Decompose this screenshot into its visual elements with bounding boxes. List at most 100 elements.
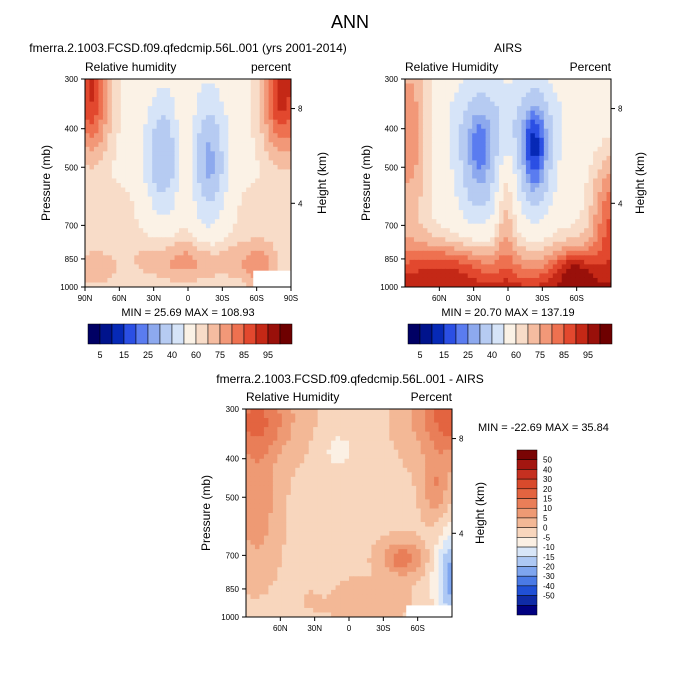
contour-cell: [440, 124, 446, 130]
contour-cell: [485, 196, 491, 202]
contour-cell: [503, 232, 509, 238]
contour-cell: [152, 88, 158, 94]
contour-cell: [273, 79, 279, 85]
contour-cell: [295, 445, 301, 451]
contour-cell: [508, 241, 514, 247]
contour-cell: [503, 151, 509, 157]
contour-cell: [570, 110, 576, 116]
contour-cell: [286, 409, 292, 415]
contour-cell: [413, 97, 420, 103]
contour-cell: [494, 219, 500, 225]
colorbar-swatch: [243, 323, 257, 345]
contour-cell: [107, 88, 113, 94]
contour-cell: [196, 264, 203, 270]
contour-cell: [322, 440, 328, 446]
contour-cell: [467, 169, 473, 175]
contour-cell: [219, 223, 225, 229]
contour-cell: [93, 232, 100, 238]
contour-cell: [250, 458, 256, 464]
contour-cell: [503, 110, 509, 116]
contour-cell: [286, 228, 291, 234]
contour-cell: [494, 273, 500, 279]
contour-cell: [152, 137, 158, 143]
contour-cell: [566, 246, 572, 252]
contour-cell: [107, 133, 113, 139]
contour-cell: [366, 440, 372, 446]
colorbar-swatch: [255, 323, 269, 345]
contour-cell: [380, 422, 386, 428]
contour-cell: [250, 237, 256, 243]
contour-cell: [254, 467, 261, 473]
contour-cell: [422, 196, 428, 202]
contour-cell: [375, 467, 381, 473]
contour-cell: [398, 458, 404, 464]
contour-cell: [147, 228, 153, 234]
contour-cell: [458, 146, 464, 152]
contour-cell: [570, 146, 576, 152]
contour-cell: [246, 133, 252, 139]
contour-cell: [431, 97, 437, 103]
contour-cell: [516, 183, 523, 189]
contour-cell: [398, 463, 404, 469]
contour-cell: [472, 228, 478, 234]
contour-cell: [246, 183, 252, 189]
contour-cell: [552, 97, 558, 103]
contour-cell: [436, 88, 442, 94]
contour-cell: [214, 178, 220, 184]
contour-cell: [228, 155, 234, 161]
contour-cell: [237, 201, 243, 207]
contour-cell: [425, 431, 431, 437]
contour-cell: [254, 413, 261, 419]
contour-cell: [102, 264, 108, 270]
contour-cell: [490, 88, 496, 94]
contour-cell: [530, 101, 536, 107]
contour-cell: [259, 192, 265, 198]
contour-cell: [259, 155, 265, 161]
contour-cell: [281, 449, 287, 455]
contour-cell: [223, 83, 229, 89]
contour-cell: [349, 449, 355, 455]
contour-cell: [405, 88, 411, 94]
contour-cell: [111, 223, 117, 229]
contour-cell: [179, 97, 185, 103]
contour-cell: [593, 210, 599, 216]
contour-cell: [443, 454, 449, 460]
contour-cell: [476, 246, 482, 252]
contour-cell: [85, 137, 91, 143]
contour-cell: [422, 142, 428, 148]
contour-cell: [588, 192, 594, 198]
contour-cell: [503, 201, 509, 207]
contour-cell: [174, 128, 180, 134]
contour-cell: [196, 219, 203, 225]
contour-cell: [530, 155, 536, 161]
contour-cell: [192, 173, 198, 180]
contour-cell: [228, 277, 234, 284]
colorbar-label: 40: [487, 350, 497, 360]
contour-cell: [588, 277, 594, 284]
contour-cell: [143, 106, 149, 112]
contour-cell: [232, 151, 238, 157]
contour-cell: [223, 88, 229, 94]
contour-cell: [552, 133, 558, 139]
contour-cell: [539, 205, 545, 211]
contour-cell: [362, 422, 368, 428]
contour-cell: [161, 246, 167, 252]
contour-cell: [449, 237, 455, 243]
contour-cell: [201, 173, 207, 180]
contour-cell: [445, 115, 451, 121]
contour-cell: [161, 214, 167, 220]
contour-cell: [313, 413, 319, 419]
contour-cell: [120, 160, 126, 166]
contour-cell: [422, 282, 428, 287]
contour-cell: [508, 106, 514, 112]
contour-cell: [467, 88, 473, 94]
contour-cell: [272, 431, 278, 437]
contour-cell: [179, 228, 185, 234]
contour-cell: [463, 255, 469, 261]
contour-cell: [485, 205, 491, 211]
contour-cell: [179, 264, 185, 270]
contour-cell: [268, 219, 274, 225]
contour-cell: [165, 219, 171, 225]
contour-cell: [602, 196, 608, 202]
contour-cell: [508, 128, 514, 134]
